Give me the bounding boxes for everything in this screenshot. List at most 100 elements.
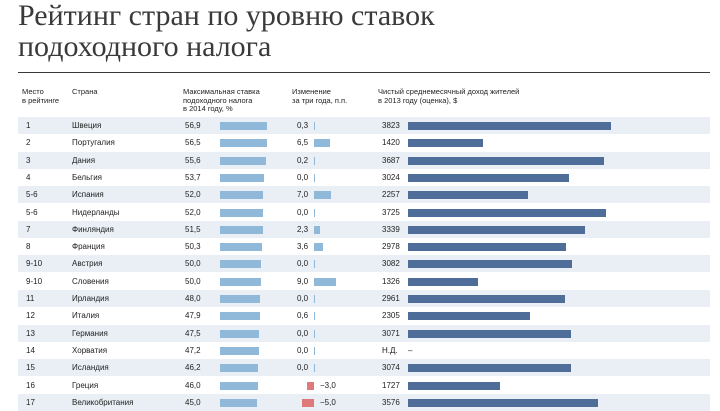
country-cell: Франция: [72, 242, 105, 252]
country-cell: Исландия: [72, 363, 109, 373]
country-cell: Ирландия: [72, 294, 109, 303]
income-value: 3576: [382, 397, 400, 407]
table-row: 14 Хорватия 47,2 0,0 Н.Д. –: [18, 342, 710, 359]
change-zero-tick: [314, 208, 315, 217]
change-bar: [314, 139, 330, 148]
income-bar: [408, 243, 567, 252]
change-value: 0,0: [297, 207, 309, 217]
income-value: 1326: [382, 276, 400, 286]
rate-bar: [220, 364, 259, 373]
change-zero-tick: [314, 364, 315, 373]
rate-bar: [220, 243, 262, 252]
rate-value: 53,7: [185, 172, 201, 182]
rank-cell: 5-6: [26, 190, 38, 200]
income-value: 1727: [382, 380, 400, 390]
rate-value: 46,0: [185, 380, 201, 390]
rate-bar: [220, 381, 258, 390]
table-row: 12 Италия 47,9 0,6 2305: [18, 307, 710, 324]
table-row: 3 Дания 55,6 0,2 3687: [18, 151, 710, 169]
country-cell: Великобритания: [72, 397, 134, 407]
income-bar: [408, 260, 572, 269]
table-row: 11 Ирландия 48,0 0,0 2961: [18, 290, 710, 307]
rank-cell: 9-10: [26, 259, 43, 269]
rate-bar: [220, 191, 263, 200]
rank-cell: 12: [26, 311, 35, 321]
country-cell: Нидерланды: [72, 207, 120, 217]
header-change: Изменение за три года, п.п.: [292, 87, 347, 105]
change-value: 0,0: [297, 294, 309, 303]
rate-value: 56,5: [185, 138, 201, 148]
header-rate-line-2: подоходного налога: [183, 95, 253, 105]
title-line-1: Рейтинг стран по уровню ставок: [18, 0, 435, 32]
change-value: 7,0: [297, 190, 309, 200]
rate-value: 47,2: [185, 345, 201, 355]
income-value: 3339: [382, 224, 400, 234]
rank-cell: 8: [26, 242, 31, 252]
rate-value: 47,9: [185, 311, 201, 321]
change-zero-tick: [314, 329, 315, 338]
rate-bar: [220, 277, 262, 286]
change-bar: [314, 243, 323, 252]
change-bar: [314, 312, 316, 321]
change-bar-negative: [302, 398, 314, 407]
rate-value: 50,3: [185, 242, 201, 252]
country-cell: Словения: [72, 276, 109, 286]
change-value: 0,2: [297, 155, 309, 165]
change-value: −3,0: [320, 380, 336, 390]
income-value: 2257: [382, 190, 400, 200]
income-value: 3823: [382, 121, 400, 130]
header-change-line-1: Изменение: [292, 87, 331, 96]
income-value: 3071: [382, 328, 400, 338]
change-value: 0,0: [297, 363, 309, 373]
income-bar: [408, 122, 611, 130]
income-bar: [408, 156, 604, 165]
header-rate-line-1: Максимальная ставка: [183, 87, 260, 96]
rate-value: 45,0: [185, 397, 201, 407]
header-country-line-1: Страна: [72, 87, 98, 96]
change-zero-tick: [314, 173, 315, 182]
change-value: 0,0: [297, 345, 309, 355]
change-bar-negative: [306, 381, 314, 390]
income-value: 2305: [382, 311, 400, 321]
rank-cell: 15: [26, 363, 35, 373]
rate-value: 51,5: [185, 224, 201, 234]
rate-value: 46,2: [185, 363, 201, 373]
income-bar: [408, 398, 598, 407]
table-row: 7 Финляндия 51,5 2,3 3339: [18, 220, 710, 238]
change-bar: [314, 277, 336, 286]
change-value: 0,0: [297, 259, 309, 269]
change-value: 0,3: [297, 121, 309, 130]
income-value: Н.Д.: [382, 345, 398, 355]
rank-cell: 14: [26, 345, 35, 355]
income-value: 3725: [382, 207, 400, 217]
table-row: 13 Германия 47,5 0,0 3071: [18, 324, 710, 342]
rate-bar: [220, 225, 263, 234]
income-value: 3074: [382, 363, 400, 373]
change-value: 0,0: [297, 328, 309, 338]
income-value: 2978: [382, 242, 400, 252]
table-row: 16 Греция 46,0 −3,0 1727: [18, 377, 710, 394]
rate-bar: [220, 260, 262, 269]
rank-cell: 3: [26, 155, 31, 165]
income-value: 3024: [382, 172, 400, 182]
change-zero-tick: [314, 295, 315, 303]
income-bar: [408, 312, 531, 321]
income-bar: [408, 364, 572, 373]
country-cell: Дания: [72, 155, 96, 165]
rate-bar: [220, 329, 260, 338]
country-cell: Финляндия: [72, 224, 114, 234]
income-bar: [408, 208, 606, 217]
table-row: 15 Исландия 46,2 0,0 3074: [18, 359, 710, 377]
rate-bar: [220, 346, 259, 355]
header-rank-line-2: в рейтинге: [22, 95, 60, 105]
rank-cell: 4: [26, 172, 31, 182]
table-row: 2 Португалия 56,5 6,5 1420: [18, 134, 710, 151]
change-value: 6,5: [297, 138, 309, 148]
change-zero-tick: [314, 260, 315, 269]
rate-value: 47,5: [185, 328, 201, 338]
rate-bar: [220, 156, 266, 165]
rank-cell: 13: [26, 328, 35, 338]
rate-bar: [220, 139, 267, 148]
income-bar: [408, 277, 479, 286]
